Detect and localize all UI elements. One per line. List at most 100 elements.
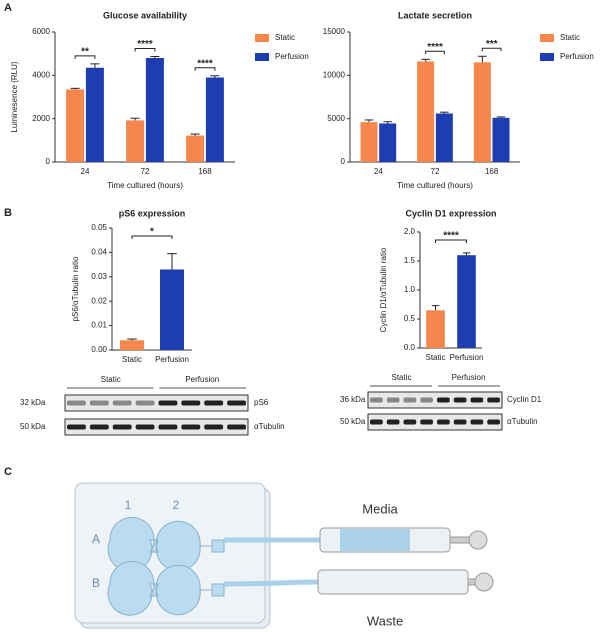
blot-band (135, 424, 155, 430)
y-tick-label: 6000 (32, 27, 50, 36)
legend-swatch (540, 53, 554, 61)
x-axis-label: Time cultured (hours) (397, 181, 473, 190)
blot-protein: Cyclin D1 (507, 395, 542, 404)
y-tick-label: 0 (341, 157, 346, 166)
bar (435, 113, 453, 162)
x-tick-label: Static (122, 355, 142, 364)
blot-band (89, 424, 109, 430)
significance-bracket (481, 47, 502, 52)
blot-band (453, 397, 467, 403)
blot-strip (367, 391, 503, 409)
bar (473, 62, 491, 163)
blot-band (386, 419, 400, 425)
row-label: A (92, 532, 100, 546)
row-label: B (92, 576, 100, 590)
y-tick-label: 0 (46, 157, 51, 166)
y-tick-label: 10000 (323, 70, 346, 79)
y-tick-label: 0.03 (91, 272, 107, 281)
x-tick-label: 168 (485, 167, 499, 176)
chart-title: pS6 expression (119, 208, 186, 218)
x-axis-label: Time cultured (hours) (107, 181, 183, 190)
blot-strip (64, 418, 249, 436)
blot-group: Perfusion (185, 375, 219, 384)
outlet-label: Waste (367, 613, 403, 628)
significance-bracket (131, 235, 173, 239)
legend-swatch (540, 34, 554, 42)
bar (360, 122, 378, 162)
legend-label: Static (560, 33, 580, 42)
bar (66, 89, 85, 162)
blot-band (204, 400, 224, 406)
y-tick-label: 0.05 (91, 223, 107, 232)
blot-protein: pS6 (254, 398, 269, 407)
bar (426, 310, 445, 348)
blot-band (158, 400, 178, 406)
x-tick-label: Static (425, 353, 445, 362)
blot-protein: αTubulin (507, 417, 538, 426)
blot-band (420, 397, 433, 403)
significance-bracket (134, 47, 156, 52)
blot-band (403, 419, 417, 425)
blot-band (204, 424, 224, 430)
blot-band (158, 424, 178, 430)
bar (379, 123, 397, 162)
significance-bracket (74, 55, 96, 59)
blot-band (470, 397, 484, 403)
syringe-handle (474, 572, 494, 592)
x-tick-label: Perfusion (155, 355, 189, 364)
y-tick-label: 0.00 (91, 345, 107, 354)
y-axis-label: Luminesence (RLU) (10, 61, 19, 132)
blot-band (437, 397, 450, 403)
legend-swatch (255, 53, 269, 61)
y-axis-label: Cyclin D1/αTubulin ratio (379, 247, 388, 332)
significance-label: **** (137, 39, 153, 50)
x-tick-label: 168 (198, 167, 212, 176)
blot-group: Static (101, 375, 121, 384)
tube (223, 579, 319, 587)
significance-label: **** (427, 42, 443, 53)
significance-bracket (425, 50, 445, 55)
blot-band (181, 424, 201, 430)
blot-protein: αTubulin (254, 422, 285, 431)
well-pair (107, 560, 225, 616)
y-tick-label: 5000 (327, 114, 345, 123)
bar (120, 340, 144, 350)
y-tick-label: 4000 (32, 70, 50, 79)
blot-band (453, 419, 467, 425)
y-tick-label: 0.5 (404, 314, 416, 323)
blot-strip (64, 394, 249, 412)
y-tick-label: 1.0 (404, 285, 416, 294)
bar (457, 255, 476, 348)
blot-band (181, 400, 201, 406)
chart-title: Lactate secretion (398, 10, 472, 20)
bar (205, 77, 224, 162)
significance-label: * (150, 227, 154, 238)
significance-label: *** (486, 39, 498, 50)
chart-title: Cyclin D1 expression (405, 208, 496, 218)
blot-band (67, 424, 86, 430)
bar (492, 117, 510, 162)
blot-size: 50 kDa (340, 417, 366, 426)
blot-band (386, 397, 400, 403)
syringe-fluid (340, 529, 410, 551)
bar (126, 120, 145, 162)
y-tick-label: 0.0 (404, 343, 416, 352)
y-tick-label: 2.0 (404, 227, 416, 236)
y-tick-label: 1.5 (404, 256, 416, 265)
blot-band (487, 397, 500, 403)
blot-band (403, 397, 417, 403)
y-axis-label: pS6/αTubulin ratio (71, 256, 80, 321)
significance-bracket (435, 239, 467, 243)
y-tick-label: 0.01 (91, 321, 107, 330)
blot-band (89, 400, 109, 406)
x-tick-label: 24 (374, 167, 383, 176)
legend-label: Perfusion (560, 52, 594, 61)
column-label: 2 (173, 498, 180, 512)
blot-size: 36 kDa (340, 395, 366, 404)
legend-swatch (255, 34, 269, 42)
blot-band (370, 419, 383, 425)
blot-band (470, 419, 484, 425)
x-tick-label: 24 (81, 167, 90, 176)
y-tick-label: 15000 (323, 27, 346, 36)
legend-label: Static (275, 33, 295, 42)
